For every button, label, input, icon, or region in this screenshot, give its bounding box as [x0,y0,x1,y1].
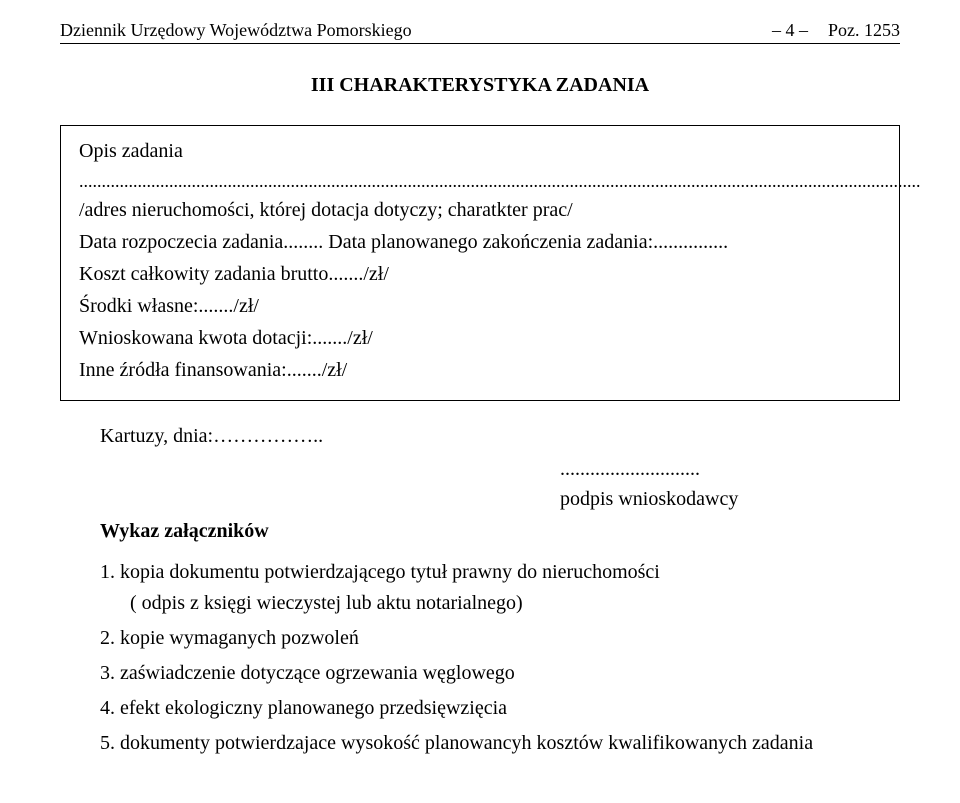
header-page-number: – 4 – [772,20,808,41]
other-sources-line: Inne źródła finansowania:......./zł/ [79,354,881,386]
signature-block: ............................ podpis wnio… [560,454,900,514]
place-date-line: Kartuzy, dnia:…………….. [100,425,900,448]
attachments-heading: Wykaz załączników [100,520,900,543]
signature-label: podpis wnioskodawcy [560,484,900,514]
address-note: /adres nieruchomości, której dotacja dot… [79,194,881,226]
page-header: Dziennik Urzędowy Województwa Pomorskieg… [60,20,900,44]
task-description-box: Opis zadania ...........................… [60,125,900,401]
dates-line: Data rozpoczecia zadania........ Data pl… [79,226,881,258]
signature-dots: ............................ [560,454,900,484]
header-journal-title: Dziennik Urzędowy Województwa Pomorskieg… [60,20,752,41]
own-funds-line: Środki własne:......./zł/ [79,290,881,322]
attachment-item-4: 4. efekt ekologiczny planowanego przedsi… [100,693,900,724]
attachment-item-3: 3. zaświadczenie dotyczące ogrzewania wę… [100,658,900,689]
attachment-item-2: 2. kopie wymaganych pozwoleń [100,623,900,654]
attachment-item-1: 1. kopia dokumentu potwierdzającego tytu… [100,557,900,588]
opis-dots: ........................................… [79,169,881,194]
attachment-item-5: 5. dokumenty potwierdzajace wysokość pla… [100,728,900,759]
total-cost-line: Koszt całkowity zadania brutto......./zł… [79,258,881,290]
header-position: Poz. 1253 [828,20,900,41]
opis-label: Opis zadania [79,140,881,163]
requested-grant-line: Wnioskowana kwota dotacji:......./zł/ [79,322,881,354]
section-title: III CHARAKTERYSTYKA ZADANIA [60,74,900,97]
attachment-item-1-sub: ( odpis z księgi wieczystej lub aktu not… [130,592,900,615]
